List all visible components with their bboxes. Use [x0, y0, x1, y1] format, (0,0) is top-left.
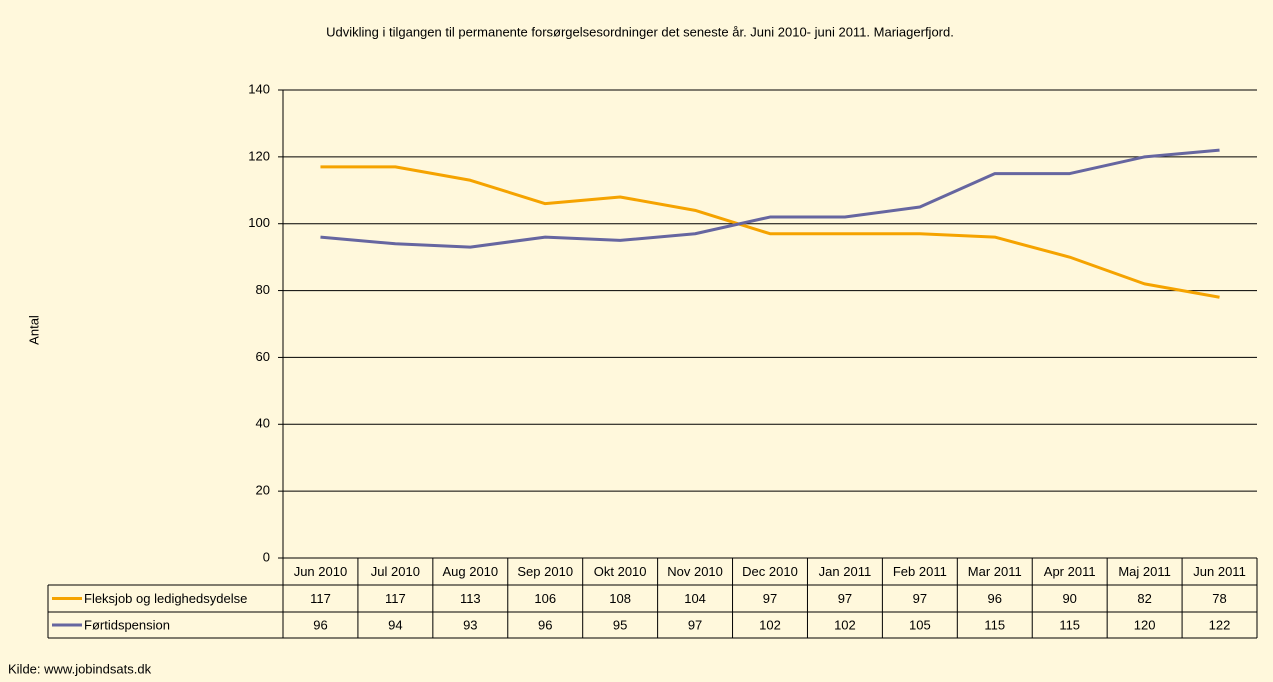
- source: Kilde: www.jobindsats.dk: [8, 661, 152, 676]
- series-line: [320, 148, 1220, 249]
- y-tick-label: 0: [263, 549, 270, 564]
- legend-label: Fleksjob og ledighedsydelse: [84, 591, 247, 606]
- y-tick-label: 20: [256, 483, 270, 498]
- y-tick-label: 120: [248, 148, 270, 163]
- x-tick-label: Dec 2010: [742, 564, 798, 579]
- table-value: 97: [913, 591, 927, 606]
- table-value: 108: [609, 591, 631, 606]
- table-value: 93: [463, 617, 477, 632]
- table-value: 102: [834, 617, 856, 632]
- table-value: 82: [1137, 591, 1151, 606]
- x-tick-label: Aug 2010: [442, 564, 498, 579]
- table-value: 106: [534, 591, 556, 606]
- table-value: 117: [385, 591, 406, 606]
- x-tick-label: Sep 2010: [517, 564, 573, 579]
- y-tick-label: 60: [256, 349, 270, 364]
- table-value: 113: [460, 591, 481, 606]
- table-value: 97: [763, 591, 777, 606]
- table-value: 120: [1134, 617, 1156, 632]
- table-value: 96: [988, 591, 1002, 606]
- table-value: 97: [838, 591, 852, 606]
- table-value: 104: [684, 591, 706, 606]
- chart-title: Udvikling i tilgangen til permanente for…: [326, 24, 954, 39]
- series-line: [320, 165, 1220, 299]
- x-tick-label: Feb 2011: [893, 564, 947, 579]
- y-tick-label: 140: [248, 81, 270, 96]
- x-tick-label: Jan 2011: [819, 564, 872, 579]
- table-value: 90: [1062, 591, 1076, 606]
- y-tick-label: 80: [256, 282, 270, 297]
- table-value: 97: [688, 617, 702, 632]
- table-value: 117: [310, 591, 331, 606]
- y-axis-label: Antal: [26, 315, 41, 345]
- table-value: 115: [1059, 617, 1080, 632]
- table-value: 122: [1209, 617, 1231, 632]
- table-value: 115: [984, 617, 1005, 632]
- table-value: 95: [613, 617, 627, 632]
- x-tick-label: Nov 2010: [667, 564, 723, 579]
- x-tick-label: Jun 2011: [1193, 564, 1246, 579]
- y-tick-label: 40: [256, 416, 270, 431]
- x-tick-label: Mar 2011: [968, 564, 1022, 579]
- x-tick-label: Apr 2011: [1044, 564, 1096, 579]
- legend-label: Førtidspension: [84, 617, 170, 632]
- x-tick-label: Okt 2010: [594, 564, 647, 579]
- table-value: 96: [313, 617, 327, 632]
- x-tick-label: Maj 2011: [1118, 564, 1171, 579]
- table-value: 102: [759, 617, 781, 632]
- y-tick-label: 100: [248, 215, 270, 230]
- table-value: 105: [909, 617, 931, 632]
- x-tick-label: Jun 2010: [294, 564, 348, 579]
- table-value: 78: [1212, 591, 1226, 606]
- x-tick-label: Jul 2010: [371, 564, 420, 579]
- table-value: 96: [538, 617, 552, 632]
- table-value: 94: [388, 617, 402, 632]
